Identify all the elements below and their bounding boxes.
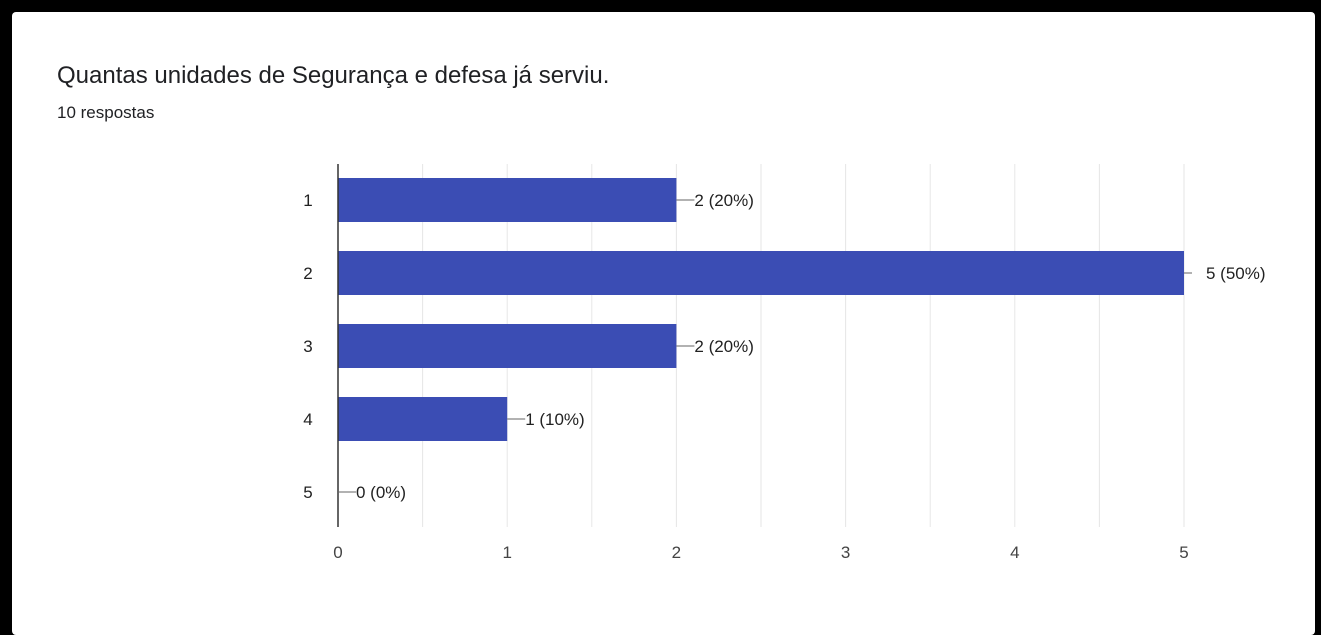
bar: [338, 178, 677, 222]
chart-title: Quantas unidades de Segurança e defesa j…: [57, 62, 610, 89]
category-label: 5: [303, 483, 312, 502]
bar-chart: 0 1 2 3 4 5 1 2 (20%) 2 5 (50%) 3 2 (20%) 4 1 (10%) 5 0…: [303, 164, 1266, 562]
bar: [338, 251, 1184, 295]
category-label: 3: [303, 337, 312, 356]
bar: [338, 397, 508, 441]
x-tick-label: 2: [672, 543, 681, 562]
data-label: 0 (0%): [356, 483, 406, 502]
data-label: 2 (20%): [694, 337, 754, 356]
data-label: 2 (20%): [694, 191, 754, 210]
x-tick-label: 1: [502, 543, 511, 562]
labels: 0 1 2 3 4 5 1 2 (20%) 2 5 (50%) 3 2 (20%) 4 1 (10%) 5 0…: [303, 191, 1265, 562]
category-label: 1: [303, 191, 312, 210]
x-tick-label: 0: [333, 543, 342, 562]
data-label: 1 (10%): [525, 410, 585, 429]
x-tick-label: 3: [841, 543, 850, 562]
x-tick-label: 4: [1010, 543, 1019, 562]
category-label: 2: [303, 264, 312, 283]
response-count: 10 respostas: [57, 103, 155, 122]
chart-card: Quantas unidades de Segurança e defesa j…: [12, 12, 1315, 635]
data-label: 5 (50%): [1206, 264, 1266, 283]
bar: [338, 324, 677, 368]
bars: [338, 178, 1184, 441]
x-tick-label: 5: [1179, 543, 1188, 562]
category-label: 4: [303, 410, 312, 429]
